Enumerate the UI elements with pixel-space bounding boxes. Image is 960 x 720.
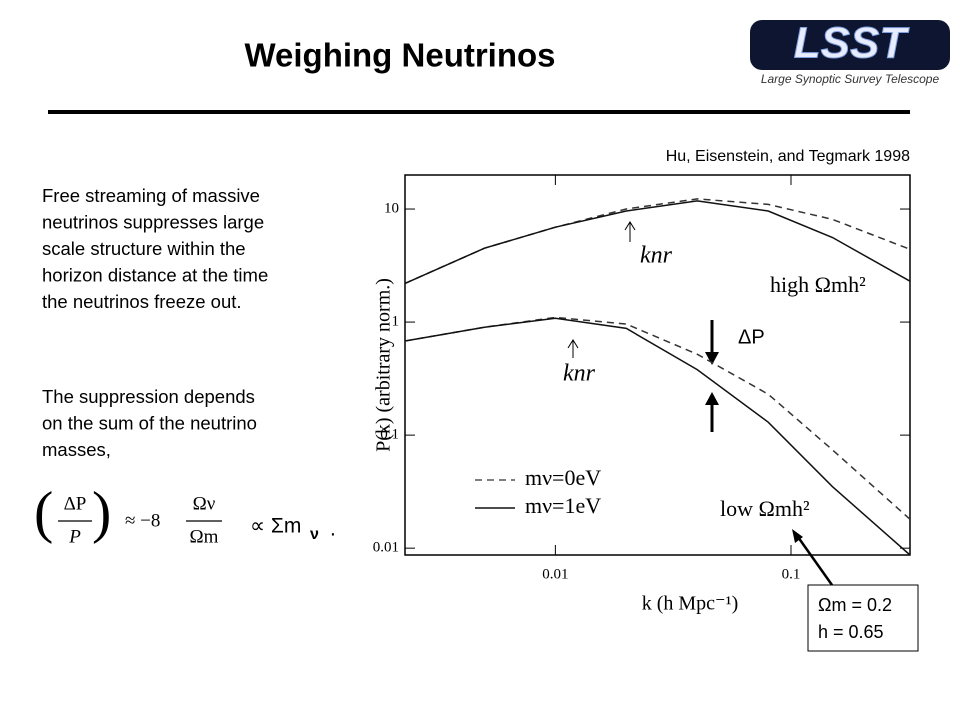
eq-end: . (330, 518, 336, 541)
logo-subtitle: Large Synoptic Survey Telescope (761, 72, 940, 86)
paragraph-line: scale structure within the (42, 238, 246, 259)
legend-label: mν=0eV (525, 465, 601, 490)
paragraph-line: on the sum of the neutrino (42, 412, 257, 433)
knr-arrow (567, 339, 579, 358)
annotation: knr (640, 243, 673, 269)
eq-den: Ωm (190, 526, 219, 547)
annotation: knr (563, 361, 596, 387)
knr-arrow (624, 221, 636, 242)
y-tick-label: 0.1 (380, 427, 399, 443)
y-tick-label: 0.01 (373, 540, 399, 556)
citation: Hu, Eisenstein, and Tegmark 1998 (666, 148, 910, 165)
eq-prop-sub: ν (310, 526, 319, 543)
x-axis-label: k (h Mpc⁻¹) (642, 593, 739, 615)
parameter: Ωm = 0.2 (818, 595, 892, 615)
x-tick-label: 0.01 (542, 566, 568, 582)
eq-num: ΔP (64, 493, 87, 514)
legend-label: mν=1eV (525, 493, 601, 518)
eq-den: P (68, 526, 81, 547)
paren: ) (92, 479, 111, 544)
paragraph-line: masses, (42, 439, 111, 460)
curve (404, 200, 911, 285)
logo-name: LSST (794, 19, 910, 68)
paragraph-line: Free streaming of massive (42, 185, 260, 206)
x-tick-label: 0.1 (782, 566, 801, 582)
paragraph-line: The suppression depends (42, 386, 255, 407)
equation: ( ΔP P ) ≈ −8 Ων Ωm ∝ Σm ν . (34, 479, 336, 547)
delta-arrows (705, 320, 719, 432)
annotation: high Ωmh² (770, 272, 866, 297)
arrow-head (705, 352, 719, 365)
curve (404, 198, 911, 285)
annotation: low Ωmh² (720, 496, 810, 521)
pointer-arrow (796, 536, 834, 586)
slide-title: Weighing Neutrinos (244, 37, 555, 74)
y-tick-label: 10 (384, 200, 399, 216)
paragraph-line: neutrinos suppresses large (42, 211, 264, 232)
eq-approx: ≈ −8 (125, 510, 160, 531)
paragraph-line: horizon distance at the time (42, 264, 268, 285)
arrow-head (792, 529, 803, 543)
paren: ( (34, 479, 53, 544)
logo-background (750, 20, 950, 70)
parameter: h = 0.65 (818, 622, 884, 642)
eq-num: Ων (193, 493, 216, 514)
plot-frame (404, 174, 911, 556)
y-axis-label: P(k) (arbitrary norm.) (373, 278, 395, 452)
annotation: ΔP (738, 326, 765, 348)
eq-prop: ∝ Σm (250, 515, 301, 538)
arrows (567, 221, 636, 358)
parameter-box (807, 584, 919, 652)
y-tick-label: 1 (392, 314, 400, 330)
arrow-head (705, 392, 719, 405)
paragraph-line: the neutrinos freeze out. (42, 291, 242, 312)
curve (404, 317, 911, 556)
